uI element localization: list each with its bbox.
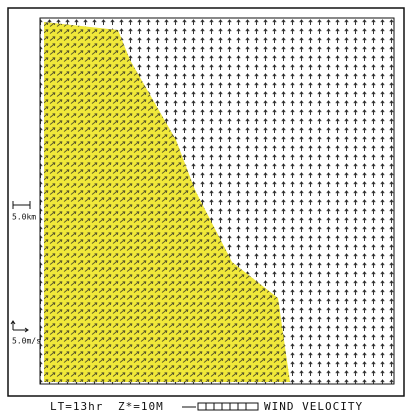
speed-scale-label: 5.0m/s [12, 337, 41, 346]
plot-area [40, 18, 394, 384]
u-scale-box [182, 402, 259, 411]
height-caption: Z*=10M [118, 400, 164, 413]
outer-frame [7, 7, 405, 397]
plot-frame [39, 17, 395, 385]
distance-scale-label: 5.0km [12, 213, 36, 222]
variable-caption: WIND VELOCITY [264, 400, 363, 413]
speed-scale-arrow [10, 320, 29, 333]
distance-scale-bar [12, 201, 31, 209]
time-caption: LT=13hr [50, 400, 103, 413]
land-vectors [44, 22, 290, 382]
